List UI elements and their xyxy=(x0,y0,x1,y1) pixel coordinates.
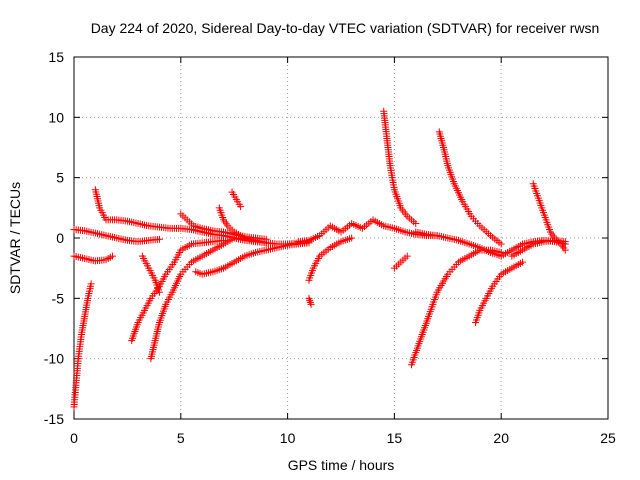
data-point xyxy=(561,238,569,246)
y-tick-label: 0 xyxy=(56,230,64,246)
data-point xyxy=(155,235,163,243)
data-point xyxy=(237,203,245,211)
chart-title: Day 224 of 2020, Sidereal Day-to-day VTE… xyxy=(91,20,600,36)
x-tick-label: 5 xyxy=(177,430,185,446)
data-point xyxy=(497,240,505,248)
data-point xyxy=(348,234,356,242)
y-tick-label: -5 xyxy=(52,290,65,306)
grid-lines xyxy=(74,57,608,419)
data-marks xyxy=(70,107,569,411)
x-tick-label: 0 xyxy=(70,430,78,446)
data-point xyxy=(262,235,270,243)
x-axis-label: GPS time / hours xyxy=(288,457,395,473)
axis-ticks xyxy=(73,56,609,420)
y-tick-label: 10 xyxy=(48,109,64,125)
y-tick-label: 15 xyxy=(48,49,64,65)
data-point xyxy=(87,280,95,288)
y-tick-label: -10 xyxy=(44,351,64,367)
y-tick-label: -15 xyxy=(44,411,64,427)
x-tick-labels: 0 5 10 15 20 25 xyxy=(70,430,616,446)
y-axis-label: SDTVAR / TECUs xyxy=(7,182,23,294)
data-point xyxy=(155,288,163,296)
data-point xyxy=(412,220,420,228)
y-tick-labels: -15 -10 -5 0 5 10 15 xyxy=(44,49,64,427)
data-point xyxy=(403,252,411,260)
x-tick-label: 15 xyxy=(387,430,403,446)
data-point xyxy=(108,252,116,260)
x-tick-label: 20 xyxy=(493,430,509,446)
data-point xyxy=(519,258,527,266)
data-point xyxy=(561,246,569,254)
x-tick-label: 25 xyxy=(600,430,616,446)
data-point xyxy=(307,300,315,308)
y-tick-label: 5 xyxy=(56,170,64,186)
data-point xyxy=(252,238,260,246)
x-tick-label: 10 xyxy=(280,430,296,446)
